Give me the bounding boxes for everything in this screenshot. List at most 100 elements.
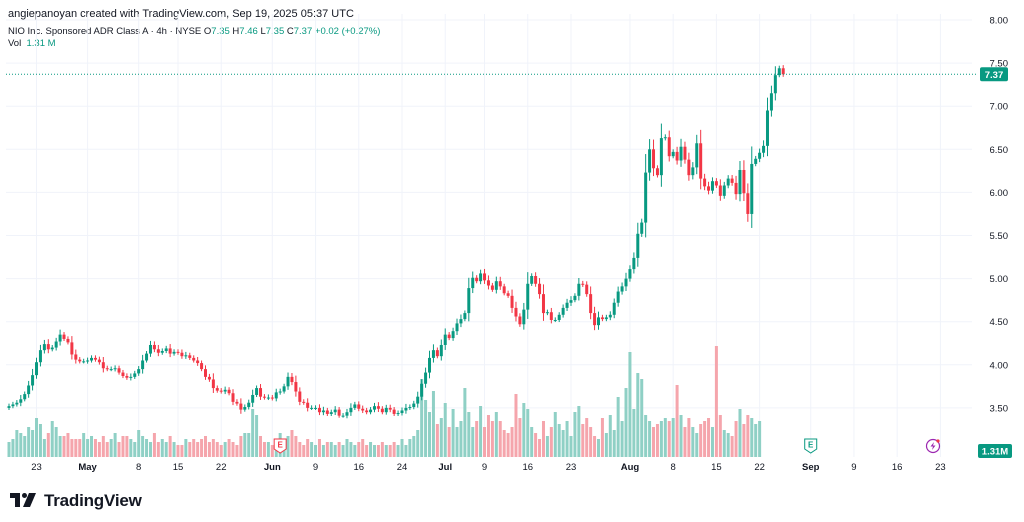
candle-body <box>522 309 526 325</box>
time-tick-label: 8 <box>136 462 141 473</box>
volume-bar <box>266 442 270 457</box>
candle-body <box>428 357 432 373</box>
candle-body <box>7 406 11 408</box>
candle-body <box>494 281 498 290</box>
brand-name: TradingView <box>44 491 142 510</box>
volume-bar <box>23 436 27 457</box>
volume-bar <box>510 427 514 457</box>
candle-body <box>502 286 506 294</box>
candle-body <box>137 369 141 374</box>
candle-body <box>129 376 133 378</box>
candle-body <box>451 331 455 339</box>
volume-bar <box>388 445 392 457</box>
volume-bar <box>125 436 129 457</box>
candle-body <box>27 385 31 395</box>
volume-bar <box>298 442 302 457</box>
tradingview-brand[interactable]: TradingView <box>10 490 142 512</box>
candle-body <box>176 351 180 353</box>
volume-bar <box>184 439 188 457</box>
volume-bar <box>604 433 608 457</box>
volume-bar <box>404 445 408 457</box>
volume-bar <box>372 445 376 457</box>
candle-body <box>337 409 341 416</box>
earnings-marker[interactable]: E <box>804 438 818 454</box>
volume-bar <box>97 442 101 457</box>
candle-body <box>196 360 200 364</box>
volume-bar <box>376 445 380 457</box>
lightning-icon[interactable] <box>925 438 941 454</box>
candle-body <box>459 319 463 324</box>
volume-bar <box>227 439 231 457</box>
volume-bar <box>644 415 648 457</box>
volume-bar <box>412 436 416 457</box>
volume-bar <box>687 418 691 457</box>
volume-bar <box>467 412 471 457</box>
volume-bar <box>671 418 675 457</box>
volume-bar <box>341 445 345 457</box>
candle-body <box>310 407 314 409</box>
candle-body <box>278 391 282 393</box>
volume-bar <box>730 436 734 457</box>
volume-bar <box>451 409 455 457</box>
symbol-legend: NIO Inc. Sponsored ADR Class A · 4h · NY… <box>8 26 380 37</box>
time-tick-label: 15 <box>173 462 184 473</box>
volume-bar <box>683 427 687 457</box>
volume-bar <box>231 442 235 457</box>
volume-bar <box>738 409 742 457</box>
candle-body <box>317 407 321 413</box>
candle-body <box>636 233 640 258</box>
volume-bar <box>431 391 435 457</box>
candle-body <box>172 351 176 354</box>
candle-body <box>604 317 608 320</box>
candle-body <box>467 288 471 314</box>
earnings-marker[interactable]: E <box>273 438 287 454</box>
candle-body <box>97 359 101 363</box>
volume-bar <box>589 427 593 457</box>
volume-bar <box>447 427 451 457</box>
volume-bar <box>239 436 243 457</box>
candle-body <box>211 379 215 389</box>
candle-body <box>74 354 78 360</box>
earnings-marker-label: E <box>277 441 283 450</box>
candle-body <box>255 388 259 395</box>
volume-bar <box>164 442 168 457</box>
volume-bar <box>416 430 420 457</box>
volume-bar <box>557 424 561 457</box>
volume-bar <box>526 409 530 457</box>
candle-body <box>435 350 439 357</box>
candle-body <box>695 143 699 168</box>
candle-body <box>306 402 310 408</box>
candle-body <box>286 376 290 387</box>
price-tick-label: 6.00 <box>990 188 1009 199</box>
candle-body <box>396 413 400 415</box>
volume-bar <box>46 433 50 457</box>
volume-bar <box>608 415 612 457</box>
candle-body <box>726 178 730 186</box>
volume-bar <box>188 442 192 457</box>
candle-body <box>781 68 785 75</box>
volume-bar <box>290 430 294 457</box>
volume-bar <box>74 439 78 457</box>
volume-bar <box>302 445 306 457</box>
change-value: +0.02 (+0.27%) <box>314 26 381 37</box>
earnings-marker-shape <box>273 438 287 454</box>
candle-body <box>526 283 530 310</box>
volume-bar <box>612 430 616 457</box>
candle-body <box>148 344 152 354</box>
volume-bar <box>349 442 353 457</box>
volume-bar <box>333 445 337 457</box>
candle-body <box>738 169 742 195</box>
candle-body <box>121 372 125 377</box>
price-tick-label: 7.00 <box>990 102 1009 113</box>
volume-bar <box>259 436 263 457</box>
symbol-name[interactable]: NIO Inc. Sponsored ADR Class A · 4h · NY… <box>8 26 202 37</box>
last-price-badge <box>980 67 1008 82</box>
volume-bar <box>549 427 553 457</box>
candle-body <box>133 373 137 377</box>
candle-body <box>597 317 600 326</box>
time-tick-label: 23 <box>935 462 946 473</box>
candle-body <box>247 402 251 408</box>
candle-body <box>616 291 620 303</box>
volume-bar <box>652 427 656 457</box>
